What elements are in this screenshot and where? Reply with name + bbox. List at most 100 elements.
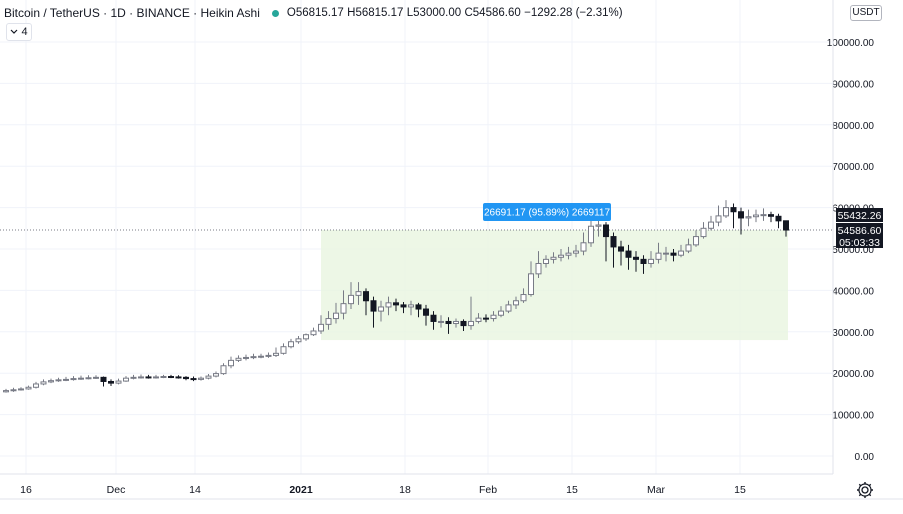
y-tick-label: 70000.00 [832,162,874,173]
candle-body [303,334,309,340]
candle-body [63,378,69,381]
gear-icon[interactable] [855,480,875,500]
candle-body [183,376,189,380]
candle-body [3,390,9,393]
range-tooltip-text: 26691.17 (95.89%) 2669117 [484,208,610,219]
candle [145,374,152,379]
candle [460,319,467,331]
symbol-title[interactable]: Bitcoin / TetherUS · 1D · BINANCE · Heik… [4,6,260,20]
candle-body [400,304,407,308]
y-tick-label: 30000.00 [832,328,874,339]
candle [588,215,594,247]
candle-body [175,376,182,379]
candle-body [633,256,639,260]
candle [633,251,639,272]
candle [355,282,362,305]
candle [528,261,534,297]
candle-body [250,356,257,359]
candle [333,302,339,324]
ohlc-close: C54586.60 [464,7,521,19]
candle [288,338,294,349]
candle-body [768,214,774,217]
candle [678,244,684,258]
candle [700,222,707,239]
close-price-label: 54586.60 [838,225,882,237]
candle-body [18,388,24,391]
candle [85,375,92,380]
candle-body [220,365,227,375]
candle [693,230,699,247]
x-tick-label: Mar [647,484,666,496]
candle [93,375,99,379]
candle [160,374,167,379]
candle-body [603,224,609,238]
candle-body [25,386,32,390]
candle-body [340,303,347,314]
candle-body [123,377,129,382]
candle [175,375,182,379]
candle [768,211,774,223]
candle [708,215,714,231]
x-tick-label: 15 [566,484,578,496]
candle [378,300,384,322]
candle [715,205,722,227]
candle-body [415,304,422,310]
candle-body [385,302,392,308]
price-labels: 26691.17 (95.89%) 2669117 55432.26 54586.6… [483,203,883,249]
candle-body [190,378,197,381]
candle-body [205,375,212,379]
candle [775,213,782,229]
candle-body [258,355,264,358]
candle-body [498,310,504,316]
candle [408,300,414,316]
candle [138,374,144,379]
candle [625,244,632,270]
candle [453,318,459,328]
candle [385,296,392,316]
candle-body [100,376,107,382]
candle-body [325,318,332,325]
candle-body [430,314,437,322]
candle-body [595,224,602,227]
candle [130,374,137,380]
candle [183,376,189,381]
candle [603,222,609,262]
candle [258,353,264,359]
candle-body [723,207,729,217]
candle-body [520,294,527,302]
x-tick-label: 14 [189,484,201,496]
candle-series [3,200,789,393]
candle [363,288,369,316]
candle-body [715,215,722,223]
candle [685,238,692,254]
candle-body [700,227,707,238]
candle-body [678,250,684,256]
candle-body [145,376,152,379]
candle-body [738,211,744,219]
x-tick-label: 16 [20,484,32,496]
candle [273,347,279,358]
candle [753,209,759,223]
market-status-dot [271,9,279,17]
candle-body [348,294,354,305]
candle [55,377,62,382]
y-tick-label: 80000.00 [832,121,874,132]
candle [33,381,39,389]
candle-body [640,258,647,264]
bar-countdown-label: 05:03:33 [839,237,880,249]
candle-body [93,376,99,379]
range-tooltip-bg [483,203,611,221]
candle [430,311,437,330]
indicators-collapse-button[interactable]: 4 [6,23,32,41]
candle-body [685,244,692,252]
candle-body [273,352,279,356]
y-tick-label: 90000.00 [832,79,874,90]
x-tick-label: Feb [479,484,497,496]
candle [648,251,654,268]
candle-body [490,314,497,320]
candle-body [280,346,287,354]
currency-button[interactable]: USDT [850,5,882,21]
candle-body [655,252,662,260]
